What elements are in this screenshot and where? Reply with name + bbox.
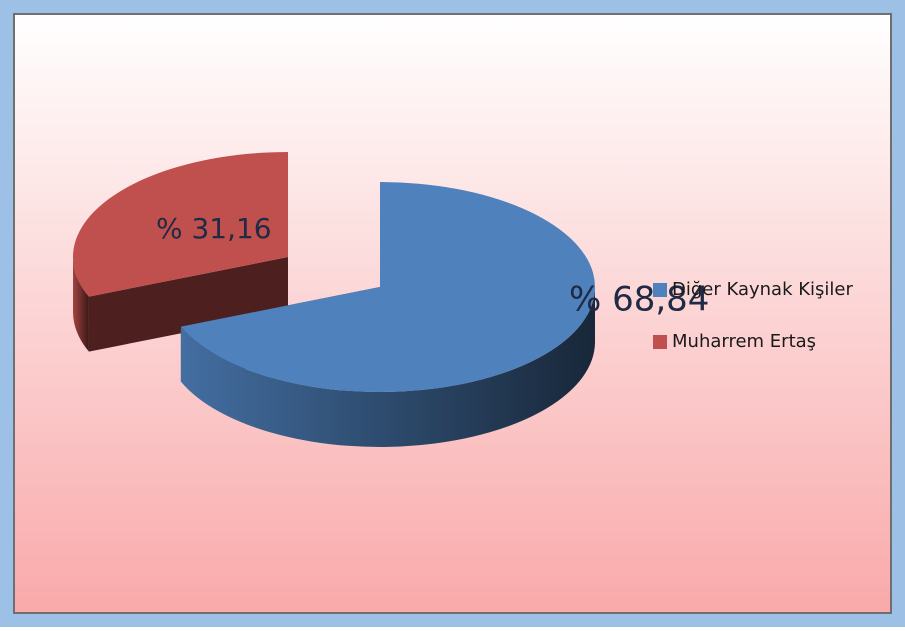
slice-side xyxy=(180,287,595,447)
legend-swatch xyxy=(653,335,667,349)
slice-side xyxy=(73,257,89,352)
legend: Diğer Kaynak Kişiler Muharrem Ertaş xyxy=(653,279,853,352)
pie: % 68,84 % 31,16 xyxy=(72,152,709,447)
data-label: % 31,16 xyxy=(156,212,272,245)
slice-face xyxy=(88,257,289,352)
legend-label: Muharrem Ertaş xyxy=(672,331,816,352)
slice-top xyxy=(72,152,289,297)
slice-top xyxy=(180,182,595,392)
legend-swatch xyxy=(653,283,667,297)
legend-label: Diğer Kaynak Kişiler xyxy=(672,279,853,300)
data-label: % 68,84 xyxy=(569,280,709,320)
